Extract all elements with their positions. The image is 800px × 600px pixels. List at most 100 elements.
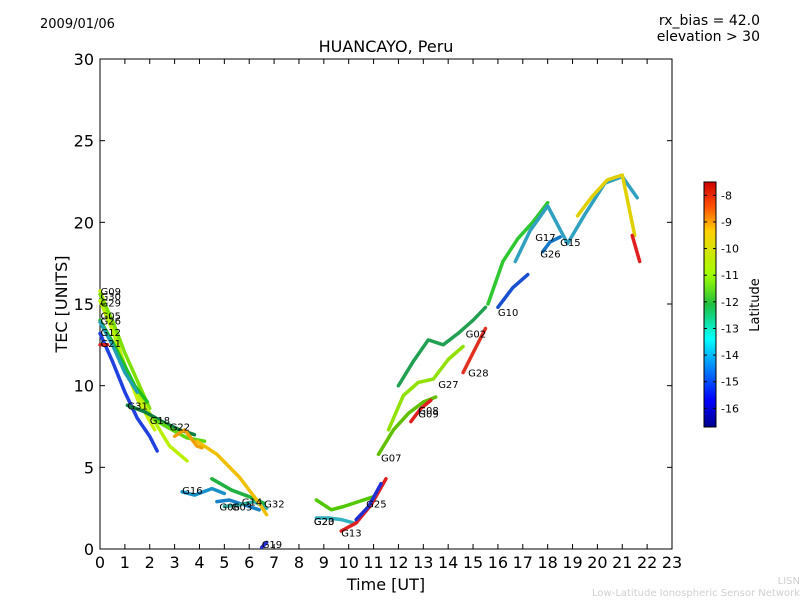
colorbar-tick-label: -11 [721, 269, 739, 282]
satellite-label: G14 [242, 498, 262, 509]
satellite-label: G10 [498, 308, 518, 319]
satellite-label: G22 [170, 423, 190, 434]
colorbar-tick-label: -10 [721, 243, 739, 256]
x-tick-label: 7 [269, 553, 279, 572]
satellite-label: G07 [381, 454, 401, 465]
series-layer [98, 173, 642, 550]
elevation-label: elevation > 30 [656, 29, 760, 45]
x-tick-label: 16 [488, 553, 508, 572]
series-late-2 [630, 233, 642, 264]
y-tick-label: 0 [84, 540, 94, 559]
chart-title: HUANCAYO, Peru [318, 37, 454, 56]
x-axis-label: Time [UT] [346, 575, 425, 594]
colorbar-tick-label: -15 [721, 376, 739, 389]
series-G19 [259, 540, 269, 550]
series-G17 [486, 200, 550, 306]
x-tick-label: 5 [219, 553, 229, 572]
x-tick-label: 15 [463, 553, 483, 572]
satellite-label: G16 [182, 486, 202, 497]
series-G10 [496, 272, 530, 310]
x-tick-label: 23 [662, 553, 682, 572]
satellite-label: G31 [127, 401, 147, 412]
plot-area [99, 58, 673, 550]
date-label: 2009/01/06 [40, 17, 115, 32]
satellite-label: G23 [314, 517, 334, 528]
colorbar-tick-label: -9 [721, 216, 732, 229]
colorbar-ticks: -8 -9 -10 -11 -12 -13 -14 -15 -16 [704, 189, 739, 415]
x-tick-label: 1 [120, 553, 130, 572]
x-tick-label: 18 [537, 553, 557, 572]
satellite-label: G19 [262, 540, 282, 551]
x-tick-label: 10 [339, 553, 359, 572]
y-tick-label: 5 [84, 458, 94, 477]
satellite-label: G27 [438, 380, 458, 391]
y-tick-label: 15 [74, 295, 94, 314]
satellite-label: G26 [101, 316, 121, 327]
y-tick-label: 25 [74, 132, 94, 151]
series-G25 [354, 481, 383, 522]
series-late-1 [575, 173, 637, 238]
satellite-label: G12 [101, 328, 121, 339]
series-G07 [376, 395, 438, 457]
credit-lisn: LISN [777, 576, 800, 587]
colorbar [703, 181, 717, 428]
satellite-label: G08 [418, 406, 438, 417]
x-tick-label: 2 [145, 553, 155, 572]
x-tick-label: 9 [319, 553, 329, 572]
satellite-label: G25 [366, 499, 386, 510]
satellite-label: G20 [314, 517, 334, 528]
satellite-label: G13 [341, 529, 361, 540]
series-G32 [195, 439, 269, 517]
series-G26b [540, 235, 562, 254]
series-G22 [172, 428, 204, 450]
x-tick-label: 13 [413, 553, 433, 572]
series-G02 [396, 305, 488, 388]
x-tick-label: 3 [170, 553, 180, 572]
colorbar-tick-label: -16 [721, 402, 739, 415]
x-tick-label: 17 [513, 553, 533, 572]
series-G26 [98, 320, 140, 394]
rx-bias-label: rx_bias = 42.0 [658, 13, 760, 29]
series-G20 [314, 516, 356, 525]
satellite-label: G03 [232, 503, 252, 514]
y-tick-label: 20 [74, 213, 94, 232]
colorbar-tick-label: -12 [721, 296, 739, 309]
colorbar-tick-label: -13 [721, 322, 739, 335]
x-tick-label: 14 [438, 553, 458, 572]
series-G30 [98, 292, 152, 411]
satellite-label: G17 [535, 233, 555, 244]
colorbar-label: Latitude [748, 278, 763, 332]
x-tick-label: 19 [562, 553, 582, 572]
satellite-label: G32 [264, 499, 284, 510]
x-tick-label: 6 [244, 553, 254, 572]
satellite-label: G15 [560, 238, 580, 249]
y-tick-label: 30 [74, 50, 94, 69]
colorbar-tick-label: -8 [721, 189, 732, 202]
series-G29 [98, 298, 189, 463]
y-axis-label: TEC [UNITS] [52, 256, 71, 354]
y-tick-label: 10 [74, 377, 94, 396]
x-tick-label: 11 [363, 553, 383, 572]
x-tick-label: 4 [194, 553, 204, 572]
satellite-label: G30 [101, 292, 121, 303]
series-G28 [461, 326, 488, 375]
satellite-label: G28 [468, 369, 488, 380]
x-tick-label: 8 [294, 553, 304, 572]
satellite-label: G02 [466, 329, 486, 340]
satellite-label: G05 [101, 311, 121, 322]
series-G08 [409, 398, 433, 424]
x-tick-label: 21 [612, 553, 632, 572]
x-tick-label: 12 [388, 553, 408, 572]
series-G16 [180, 486, 227, 497]
satellite-label: G21 [101, 339, 121, 350]
satellite-label: G26 [540, 249, 560, 260]
series-G27 [386, 344, 465, 432]
satellite-label: G06 [219, 503, 239, 514]
satellite-label: G29 [101, 298, 121, 309]
x-tick-label: 0 [95, 553, 105, 572]
y-axis-ticks: 0 5 10 15 20 25 30 [74, 50, 672, 559]
satellite-label: G09 [418, 409, 438, 420]
satellite-label: G09 [101, 287, 121, 298]
satellite-label-layer: G09G30G29G05G26G12G21G31G18G22G16G06G03G… [101, 233, 581, 551]
